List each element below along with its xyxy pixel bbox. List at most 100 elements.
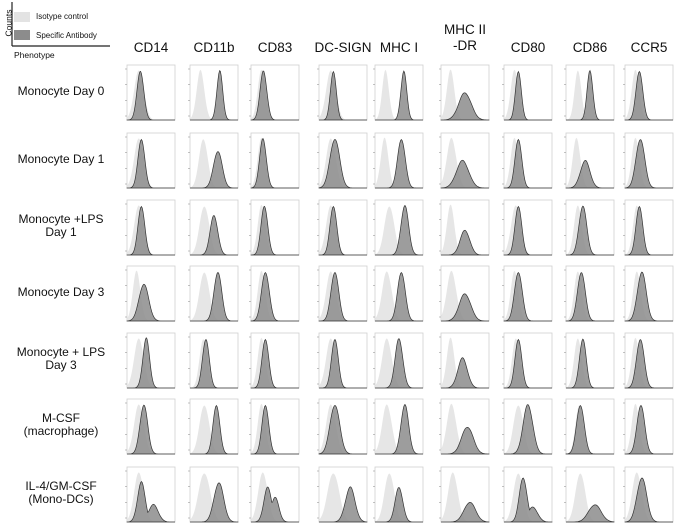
histogram-panel bbox=[502, 332, 553, 389]
specific-antibody-histogram bbox=[565, 205, 614, 256]
histogram-panel bbox=[125, 265, 176, 322]
specific-antibody-histogram bbox=[250, 486, 299, 523]
histogram-panel bbox=[502, 398, 553, 455]
isotype-histogram bbox=[375, 206, 423, 255]
isotype-histogram bbox=[441, 403, 489, 454]
specific-antibody-histogram bbox=[250, 272, 299, 322]
isotype-histogram bbox=[190, 206, 238, 255]
specific-antibody-histogram bbox=[566, 338, 614, 389]
histogram-panel bbox=[623, 398, 674, 455]
histogram-panel bbox=[373, 132, 424, 189]
histogram-panel bbox=[623, 199, 674, 256]
column-header: CD11b bbox=[193, 40, 235, 55]
isotype-histogram bbox=[375, 69, 423, 120]
histogram-panel bbox=[373, 199, 424, 256]
histogram-panel bbox=[125, 466, 176, 523]
histogram-panel bbox=[502, 199, 553, 256]
row-header: M-CSF (macrophage) bbox=[23, 410, 99, 439]
histogram-panel bbox=[188, 132, 239, 189]
histogram-panel bbox=[373, 398, 424, 455]
specific-antibody-histogram bbox=[190, 70, 238, 121]
specific-antibody-histogram bbox=[624, 404, 673, 455]
isotype-histogram bbox=[441, 204, 489, 255]
legend-specific-label: Specific Antibody bbox=[36, 31, 97, 40]
specific-antibody-histogram bbox=[440, 293, 490, 322]
histogram-panel bbox=[564, 199, 615, 256]
histogram-panel bbox=[623, 265, 674, 322]
specific-antibody-histogram bbox=[375, 139, 423, 189]
specific-antibody-histogram bbox=[318, 139, 367, 189]
specific-antibody-histogram bbox=[318, 405, 367, 455]
histogram-panel bbox=[249, 199, 300, 256]
specific-antibody-histogram bbox=[503, 138, 552, 189]
histogram-panel bbox=[623, 466, 674, 523]
isotype-histogram bbox=[441, 69, 489, 120]
isotype-histogram bbox=[127, 338, 175, 388]
histogram-panel bbox=[439, 466, 490, 523]
specific-antibody-histogram bbox=[190, 151, 238, 189]
histogram-panel bbox=[623, 64, 674, 121]
histogram-panel bbox=[317, 332, 368, 389]
specific-antibody-histogram bbox=[126, 205, 175, 256]
specific-antibody-histogram bbox=[440, 159, 490, 189]
specific-antibody-histogram bbox=[319, 70, 367, 121]
row-header: Monocyte Day 0 bbox=[17, 84, 105, 98]
histogram-panel bbox=[249, 132, 300, 189]
histogram-panel bbox=[249, 265, 300, 322]
specific-antibody-histogram bbox=[250, 70, 299, 121]
specific-antibody-histogram bbox=[624, 339, 673, 389]
specific-antibody-histogram bbox=[190, 482, 239, 523]
histogram-panel bbox=[502, 132, 553, 189]
histogram-panel bbox=[317, 466, 368, 523]
isotype-histogram bbox=[375, 271, 423, 321]
histogram-panel bbox=[564, 64, 615, 121]
specific-antibody-histogram bbox=[375, 70, 423, 121]
isotype-histogram bbox=[375, 404, 423, 454]
column-header: CD86 bbox=[572, 40, 608, 55]
specific-antibody-histogram bbox=[375, 486, 423, 523]
histogram-panel bbox=[317, 265, 368, 322]
specific-antibody-histogram bbox=[126, 138, 175, 189]
specific-antibody-histogram bbox=[318, 205, 367, 256]
specific-antibody-histogram bbox=[190, 215, 238, 256]
specific-antibody-histogram bbox=[504, 70, 552, 121]
legend-axes bbox=[11, 2, 110, 47]
specific-antibody-histogram bbox=[503, 205, 552, 256]
specific-antibody-histogram bbox=[441, 357, 489, 389]
legend-isotype-swatch bbox=[14, 12, 30, 22]
histogram-panel bbox=[317, 398, 368, 455]
histogram-panel bbox=[249, 466, 300, 523]
specific-antibody-histogram bbox=[126, 70, 175, 121]
histogram-panel bbox=[373, 466, 424, 523]
histogram-panel bbox=[439, 199, 490, 256]
histogram-panel bbox=[502, 265, 553, 322]
isotype-histogram bbox=[190, 405, 238, 454]
specific-antibody-histogram bbox=[504, 477, 553, 523]
column-header: CD80 bbox=[510, 40, 546, 55]
column-header: CCR5 bbox=[630, 40, 668, 55]
isotype-histogram bbox=[190, 69, 238, 120]
specific-antibody-histogram bbox=[319, 338, 367, 389]
histogram-panel bbox=[188, 199, 239, 256]
isotype-histogram bbox=[441, 137, 489, 188]
histogram-panel bbox=[125, 132, 176, 189]
histogram-panel bbox=[373, 64, 424, 121]
isotype-histogram bbox=[375, 338, 423, 388]
histogram-panel bbox=[564, 265, 615, 322]
histogram-panel bbox=[373, 265, 424, 322]
specific-antibody-histogram bbox=[624, 271, 673, 322]
specific-antibody-histogram bbox=[127, 337, 175, 389]
specific-antibody-histogram bbox=[375, 205, 423, 256]
specific-antibody-histogram bbox=[624, 70, 673, 121]
specific-antibody-histogram bbox=[565, 405, 614, 455]
specific-antibody-histogram bbox=[441, 502, 490, 523]
histogram-panel bbox=[439, 64, 490, 121]
histogram-panel bbox=[439, 132, 490, 189]
histogram-panel bbox=[439, 398, 490, 455]
column-header: MHC II -DR bbox=[444, 22, 486, 53]
specific-antibody-histogram bbox=[319, 486, 368, 523]
isotype-histogram bbox=[441, 270, 489, 321]
histogram-panel bbox=[623, 132, 674, 189]
specific-antibody-histogram bbox=[250, 404, 299, 455]
